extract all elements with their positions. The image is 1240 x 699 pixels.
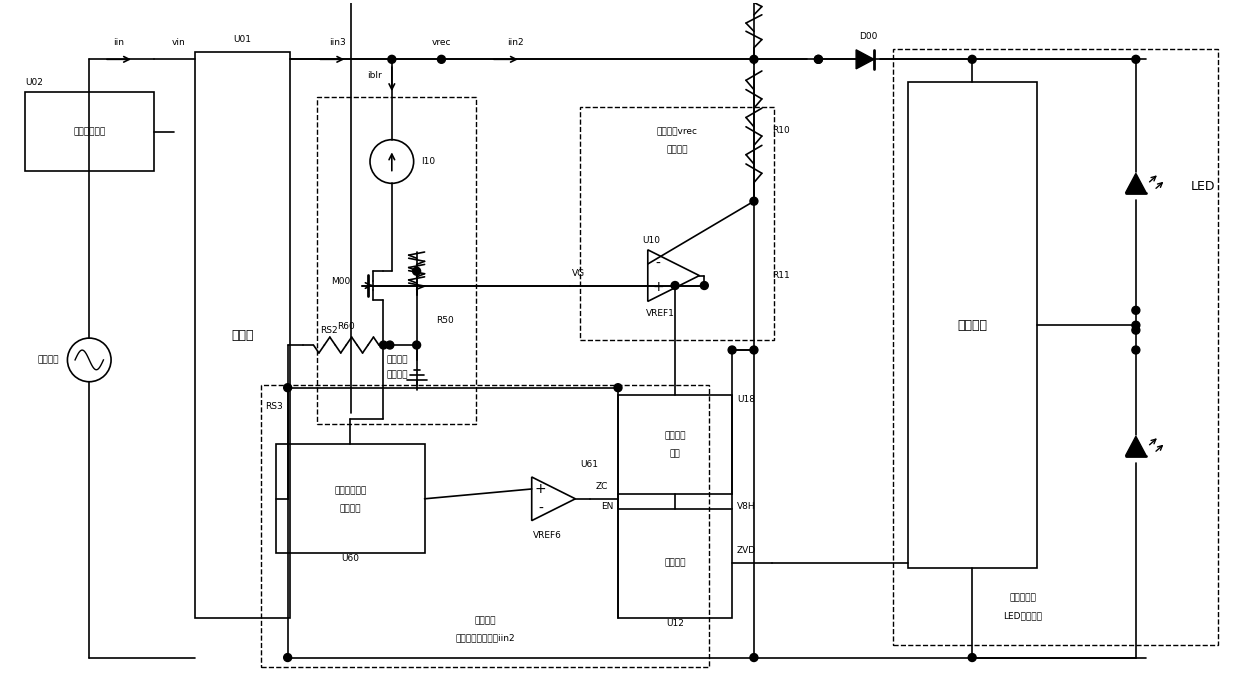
Polygon shape xyxy=(1126,436,1146,456)
Bar xyxy=(580,107,774,340)
Bar xyxy=(275,445,424,554)
Circle shape xyxy=(413,267,420,275)
Text: 开关电路: 开关电路 xyxy=(957,319,987,332)
Circle shape xyxy=(968,55,976,64)
Circle shape xyxy=(1132,55,1140,64)
Text: RS3: RS3 xyxy=(265,402,283,410)
Text: R60: R60 xyxy=(337,322,355,331)
Circle shape xyxy=(1132,346,1140,354)
Text: VREF6: VREF6 xyxy=(532,531,562,540)
Text: 泄放电流: 泄放电流 xyxy=(386,370,408,380)
Text: D00: D00 xyxy=(859,32,877,41)
Bar xyxy=(618,395,732,494)
Text: 加法电路（取: 加法电路（取 xyxy=(334,487,366,496)
Text: U01: U01 xyxy=(233,36,252,45)
Text: M00: M00 xyxy=(331,277,350,286)
Text: 可控硅调光器: 可控硅调光器 xyxy=(73,127,105,136)
Circle shape xyxy=(379,341,387,349)
Text: RS2: RS2 xyxy=(320,326,337,335)
Text: vrec: vrec xyxy=(432,38,451,48)
Text: ZVD: ZVD xyxy=(737,547,756,555)
Text: +: + xyxy=(652,280,663,294)
Text: U60: U60 xyxy=(341,554,360,563)
Circle shape xyxy=(728,346,737,354)
Circle shape xyxy=(701,282,708,289)
Circle shape xyxy=(1132,306,1140,315)
Text: -: - xyxy=(656,257,661,271)
Text: 电路: 电路 xyxy=(670,449,681,459)
Text: iin2: iin2 xyxy=(507,38,525,48)
Text: iblr: iblr xyxy=(367,71,382,80)
Text: 输入电压vrec: 输入电压vrec xyxy=(656,128,698,137)
Circle shape xyxy=(815,55,822,64)
Circle shape xyxy=(671,282,680,289)
Circle shape xyxy=(750,346,758,354)
Circle shape xyxy=(815,55,822,64)
Text: LED驱动电路: LED驱动电路 xyxy=(1003,611,1043,620)
Circle shape xyxy=(388,55,396,64)
Circle shape xyxy=(1132,322,1140,329)
Bar xyxy=(893,50,1218,644)
Circle shape xyxy=(284,654,291,661)
Bar xyxy=(908,82,1037,568)
Bar xyxy=(618,509,732,618)
Text: R11: R11 xyxy=(771,271,790,280)
Bar xyxy=(317,97,476,424)
Text: R50: R50 xyxy=(436,316,454,325)
Text: V8H: V8H xyxy=(737,502,755,511)
Text: 逻辑电路: 逻辑电路 xyxy=(665,559,686,568)
Circle shape xyxy=(438,55,445,64)
Circle shape xyxy=(284,384,291,391)
Text: iin3: iin3 xyxy=(329,38,346,48)
Circle shape xyxy=(750,197,758,205)
Circle shape xyxy=(968,654,976,661)
Text: vin: vin xyxy=(171,38,186,48)
Text: U12: U12 xyxy=(666,619,684,628)
Text: ZC: ZC xyxy=(595,482,608,491)
Text: 驱动电路输入电流iin2: 驱动电路输入电流iin2 xyxy=(455,634,515,642)
Bar xyxy=(25,92,154,171)
Text: 检测电路: 检测电路 xyxy=(475,617,496,626)
Circle shape xyxy=(1132,326,1140,334)
Text: +: + xyxy=(534,482,547,496)
Text: EN: EN xyxy=(600,502,613,511)
Text: LED: LED xyxy=(1190,180,1215,193)
Bar xyxy=(196,52,290,618)
Circle shape xyxy=(413,341,420,349)
Text: R10: R10 xyxy=(771,126,790,135)
Text: 调节电路: 调节电路 xyxy=(386,355,408,364)
Text: U02: U02 xyxy=(25,78,42,87)
Text: 绝对值）: 绝对值） xyxy=(340,504,361,513)
Text: VREF1: VREF1 xyxy=(646,310,675,318)
Text: -: - xyxy=(538,502,543,516)
Text: U61: U61 xyxy=(580,460,599,469)
Circle shape xyxy=(614,384,622,391)
Circle shape xyxy=(386,341,394,349)
Text: iin: iin xyxy=(114,38,124,48)
Polygon shape xyxy=(856,50,874,69)
Bar xyxy=(260,384,709,668)
Text: VG: VG xyxy=(573,268,585,278)
Text: I10: I10 xyxy=(422,157,435,166)
Polygon shape xyxy=(1126,173,1146,193)
Circle shape xyxy=(750,55,758,64)
Text: U18: U18 xyxy=(737,395,755,403)
Text: （开关型）: （开关型） xyxy=(1009,593,1037,602)
Text: 检测电路: 检测电路 xyxy=(666,145,688,154)
Text: U10: U10 xyxy=(642,236,661,245)
Text: 交流输入: 交流输入 xyxy=(38,355,60,364)
Circle shape xyxy=(750,654,758,661)
Text: 驱动控制: 驱动控制 xyxy=(665,432,686,441)
Text: 整流桥: 整流桥 xyxy=(232,329,254,342)
